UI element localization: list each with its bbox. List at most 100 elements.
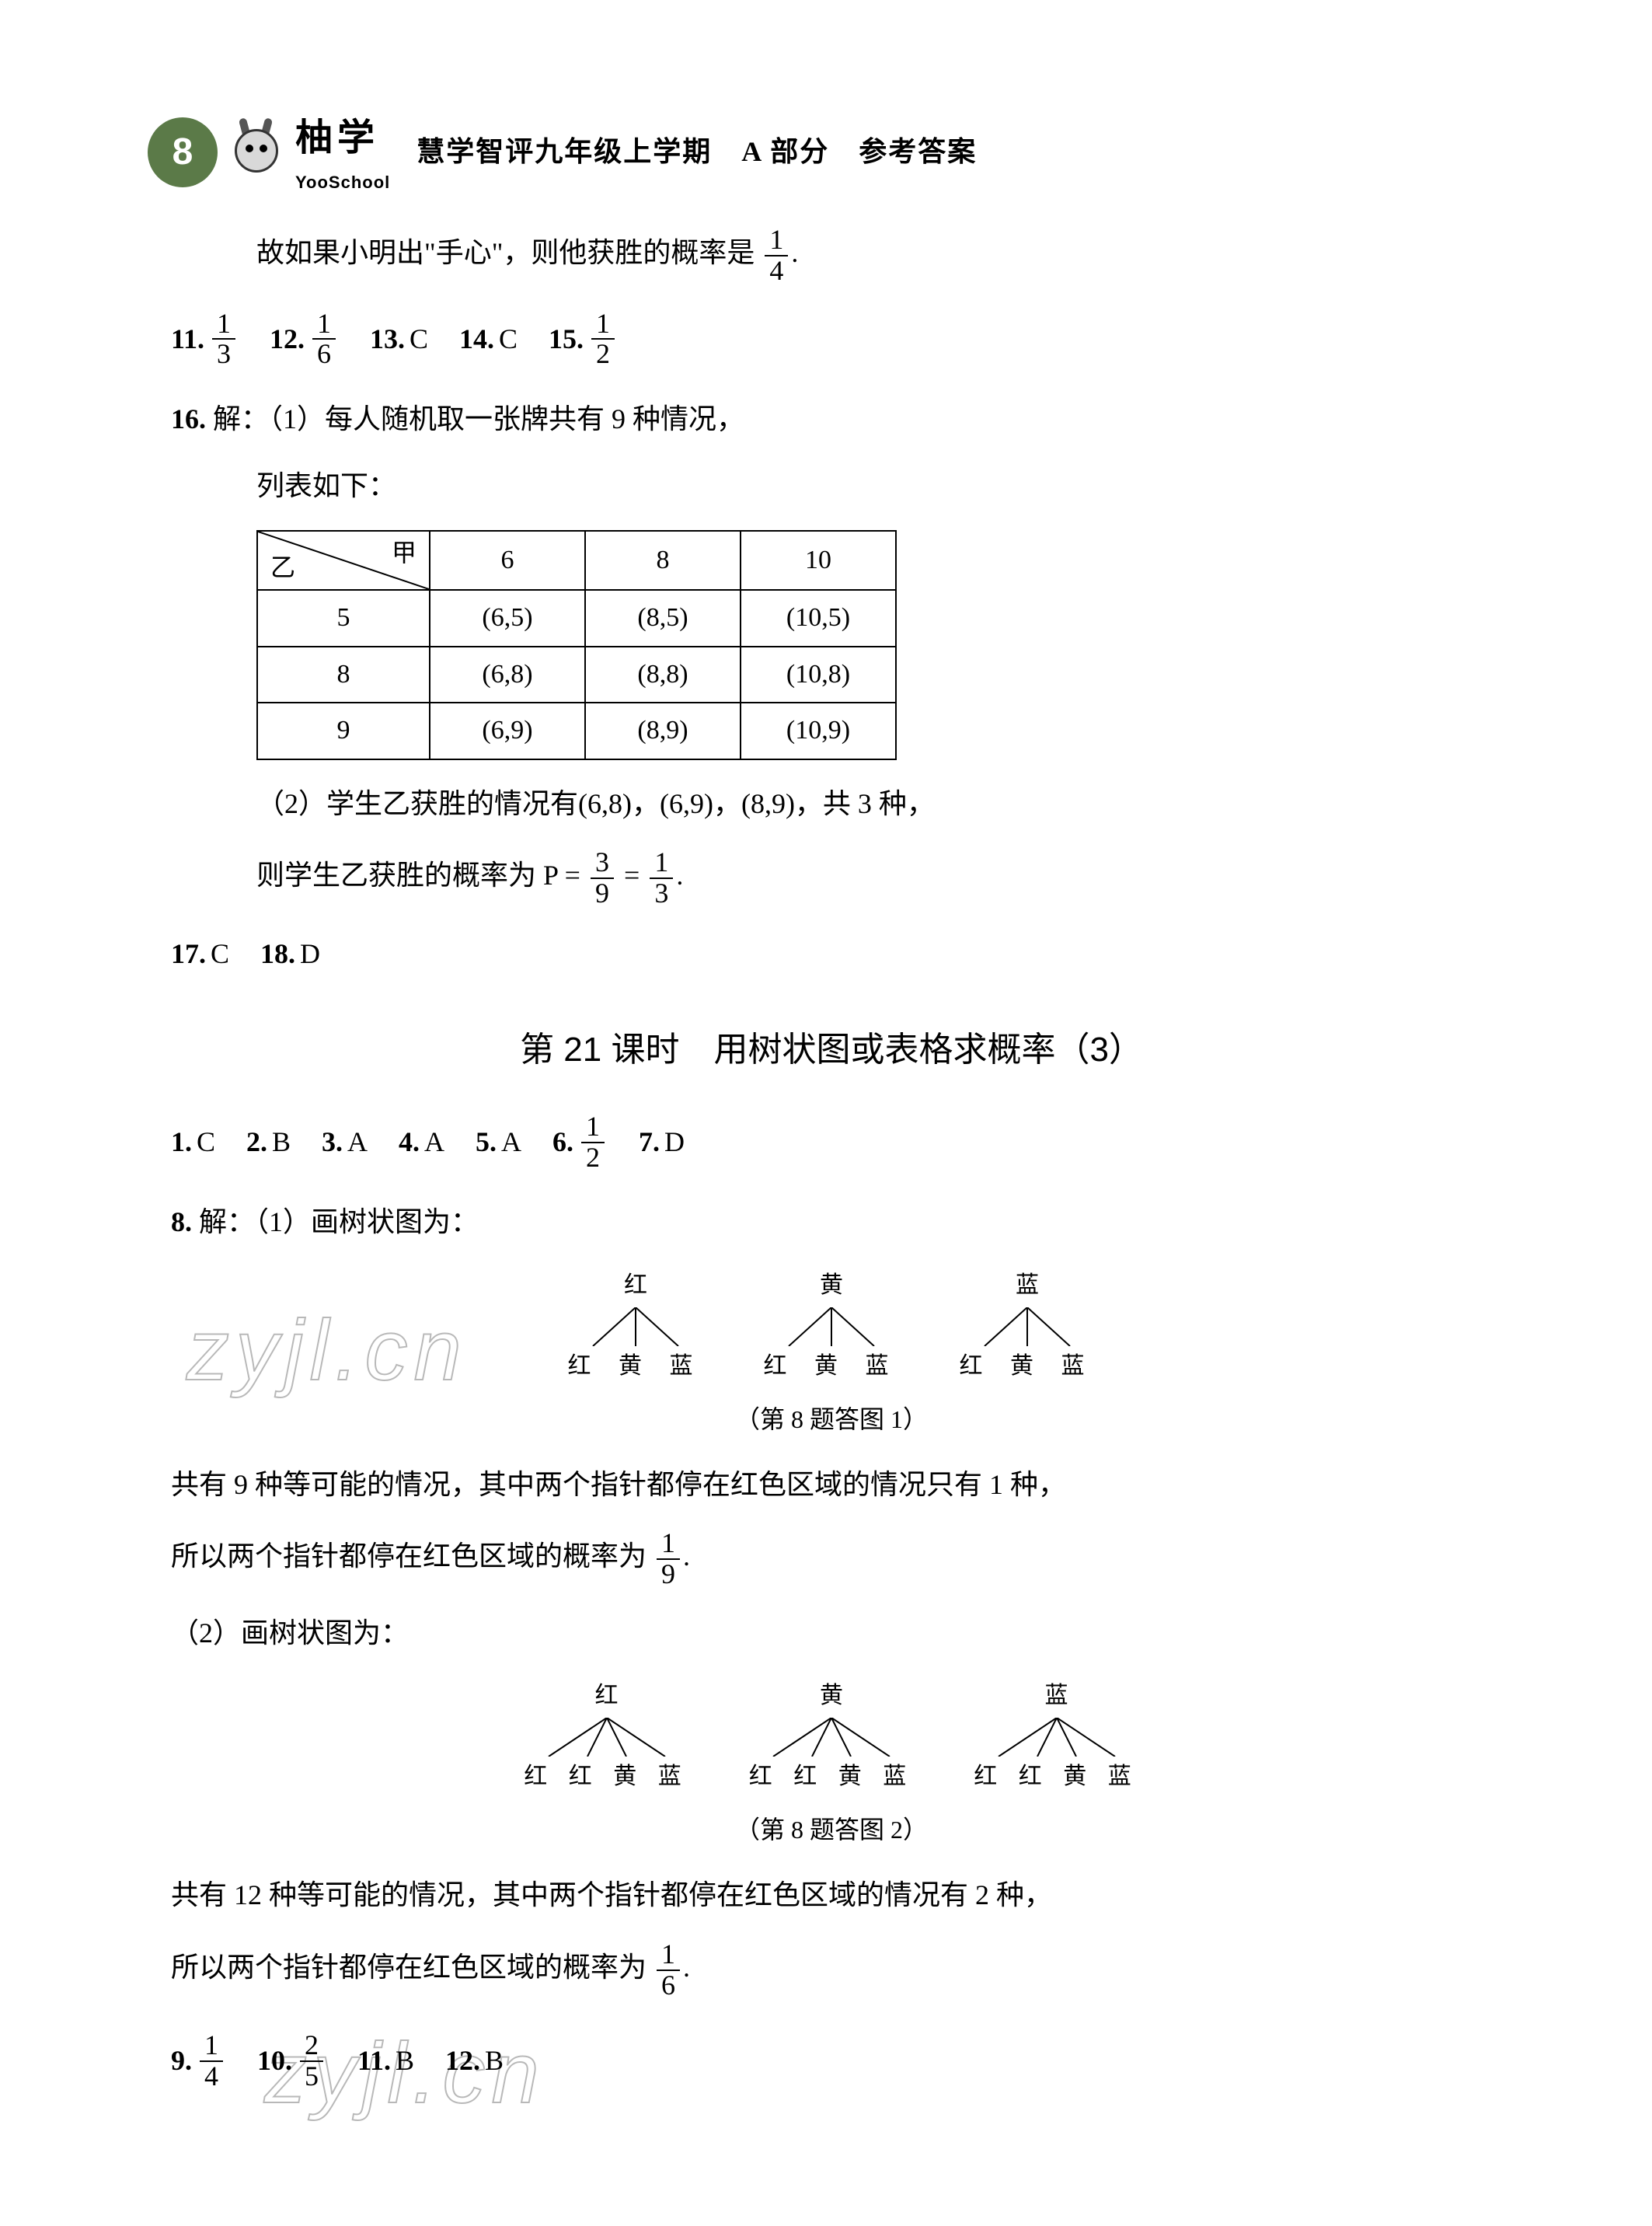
brand-en: YooSchool (295, 169, 390, 196)
q16-text1: 解：（1）每人随机取一张牌共有 9 种情况， (213, 403, 744, 434)
answers-row-2: 17. C 18. D (171, 932, 1492, 977)
cell-2-0: (6,9) (430, 703, 585, 759)
s2-q2-val: B (272, 1120, 291, 1165)
q17-val: C (211, 932, 229, 977)
q14-val: C (499, 317, 518, 362)
tree2-c: 蓝 红 红 黄 蓝 (974, 1677, 1139, 1795)
q16-line4: 则学生乙获胜的概率为 P = 39 = 13. (171, 848, 1492, 909)
row-0-h: 5 (257, 590, 430, 646)
s2-q7-label: 7. (639, 1120, 660, 1165)
diag-bot: 乙 (270, 548, 295, 588)
cell-1-0: (6,8) (430, 647, 585, 703)
s2-q6-frac: 12 (581, 1112, 605, 1173)
s2-q3-val: A (347, 1120, 368, 1165)
tree2-b-bot: 红 红 黄 蓝 (749, 1758, 915, 1795)
cell-2-1: (8,9) (585, 703, 741, 759)
q8-frac1: 19 (657, 1529, 680, 1589)
q16-line3: （2）学生乙获胜的情况有(6,8)，(6,9)，(8,9)，共 3 种， (171, 782, 1492, 827)
page-header: 8 柚学 YooSchool 慧学智评九年级上学期 A 部分 参考答案 (148, 109, 977, 196)
intro-suffix: . (791, 237, 798, 268)
s2-q9-d: 4 (200, 2062, 223, 2092)
s2-q9-label: 9. (171, 2039, 192, 2084)
q12-n: 1 (312, 309, 336, 340)
tree1-a: 红 红 黄 蓝 (568, 1267, 704, 1385)
tree1-a-bot: 红 黄 蓝 (568, 1348, 704, 1385)
s2-q1-label: 1. (171, 1120, 192, 1165)
row-1-h: 8 (257, 647, 430, 703)
s2-q10-d: 5 (300, 2062, 323, 2092)
intro-frac: 1 4 (765, 225, 788, 286)
q18-label: 18. (260, 932, 295, 977)
cell-0-1: (8,5) (585, 590, 741, 646)
s2-q1-val: C (197, 1120, 215, 1165)
intro-frac-d: 4 (765, 256, 788, 286)
diag-header-cell: 甲 乙 (258, 532, 429, 589)
content-area: 故如果小明出"手心"，则他获胜的概率是 1 4 . 11. 13 12. 16 … (171, 225, 1492, 2120)
answers-row-3: 1. C 2. B 3. A 4. A 5. A 6. 12 7. D (171, 1112, 1492, 1173)
q8-frac2-n: 1 (657, 1940, 680, 1971)
q16-f2: 13 (650, 848, 673, 909)
q17-label: 17. (171, 932, 206, 977)
tree2-b-top: 黄 (749, 1677, 915, 1715)
q8-line3: 所以两个指针都停在红色区域的概率为 19. (171, 1529, 1492, 1589)
q14-label: 14. (459, 317, 494, 362)
s2-q11-val: B (396, 2039, 414, 2084)
table-row: 5 (6,5) (8,5) (10,5) (257, 590, 896, 646)
cell-2-2: (10,9) (741, 703, 896, 759)
intro-frac-n: 1 (765, 225, 788, 256)
cell-1-1: (8,8) (585, 647, 741, 703)
q15-d: 2 (591, 340, 615, 369)
diag-top: 甲 (392, 533, 416, 573)
cell-0-0: (6,5) (430, 590, 585, 646)
q8-frac2-d: 6 (657, 1971, 680, 2001)
answers-row-4: 9. 14 10. 25 11. B 12. B (171, 2031, 1492, 2092)
q8-line2: 共有 9 种等可能的情况，其中两个指针都停在红色区域的情况只有 1 种， (171, 1463, 1492, 1508)
s2-q3-label: 3. (322, 1120, 343, 1165)
q13-label: 13. (370, 317, 405, 362)
s2-q7-val: D (664, 1120, 685, 1165)
q11-d: 3 (212, 340, 235, 369)
brand-block: 柚学 YooSchool (295, 109, 390, 196)
s2-q12-label: 12. (445, 2039, 480, 2084)
q15-frac: 12 (591, 309, 615, 370)
q15-n: 1 (591, 309, 615, 340)
q16-label: 16. (171, 403, 206, 434)
tree2-a-top: 红 (524, 1677, 689, 1715)
q8-frac2: 16 (657, 1940, 680, 2001)
col-1: 8 (585, 531, 741, 590)
s2-q9-n: 1 (200, 2031, 223, 2062)
tree2-a: 红 红 红 黄 蓝 (524, 1677, 689, 1795)
q11-frac: 13 (212, 309, 235, 370)
q16-table: 甲 乙 6 8 10 5 (6,5) (8,5) (10,5) 8 (6,8) … (256, 530, 897, 759)
tree1-a-top: 红 (568, 1267, 704, 1304)
tree2-a-bot: 红 红 黄 蓝 (524, 1758, 689, 1795)
tree1-c-top: 蓝 (960, 1267, 1096, 1304)
q8-line6-pre: 所以两个指针都停在红色区域的概率为 (171, 1952, 647, 1983)
q16-line1: 16. 解：（1）每人随机取一张牌共有 9 种情况， (171, 397, 1492, 442)
section-title: 第 21 课时 用树状图或表格求概率（3） (171, 1023, 1492, 1077)
q8-line3-suf: . (683, 1540, 690, 1572)
q11-n: 1 (212, 309, 235, 340)
mascot-icon (225, 121, 288, 183)
q12-frac: 16 (312, 309, 336, 370)
q8-line5: 共有 12 种等可能的情况，其中两个指针都停在红色区域的情况有 2 种， (171, 1873, 1492, 1918)
q8-frac1-n: 1 (657, 1529, 680, 1560)
intro-prefix: 故如果小明出"手心"，则他获胜的概率是 (256, 237, 755, 268)
s2-q5-label: 5. (476, 1120, 497, 1165)
table-row: 9 (6,9) (8,9) (10,9) (257, 703, 896, 759)
q16-f1: 39 (591, 848, 614, 909)
brand-cn: 柚学 (295, 109, 390, 169)
tree1-b-bot: 红 黄 蓝 (764, 1348, 900, 1385)
page-number-badge: 8 (148, 117, 218, 187)
answers-row-1: 11. 13 12. 16 13. C 14. C 15. 12 (171, 309, 1492, 370)
s2-q10-n: 2 (300, 2031, 323, 2062)
tree-diagram-2: 红 红 红 黄 蓝 黄 红 红 黄 蓝 蓝 红 红 黄 蓝 (171, 1677, 1492, 1798)
cell-1-2: (10,8) (741, 647, 896, 703)
tree2-b: 黄 红 红 黄 蓝 (749, 1677, 915, 1795)
q8-line6-suf: . (683, 1952, 690, 1983)
q16-f1n: 3 (591, 848, 614, 879)
row-2-h: 9 (257, 703, 430, 759)
s2-q12-val: B (485, 2039, 504, 2084)
q16-line2: 列表如下： (171, 464, 1492, 509)
q8-frac1-d: 9 (657, 1560, 680, 1589)
